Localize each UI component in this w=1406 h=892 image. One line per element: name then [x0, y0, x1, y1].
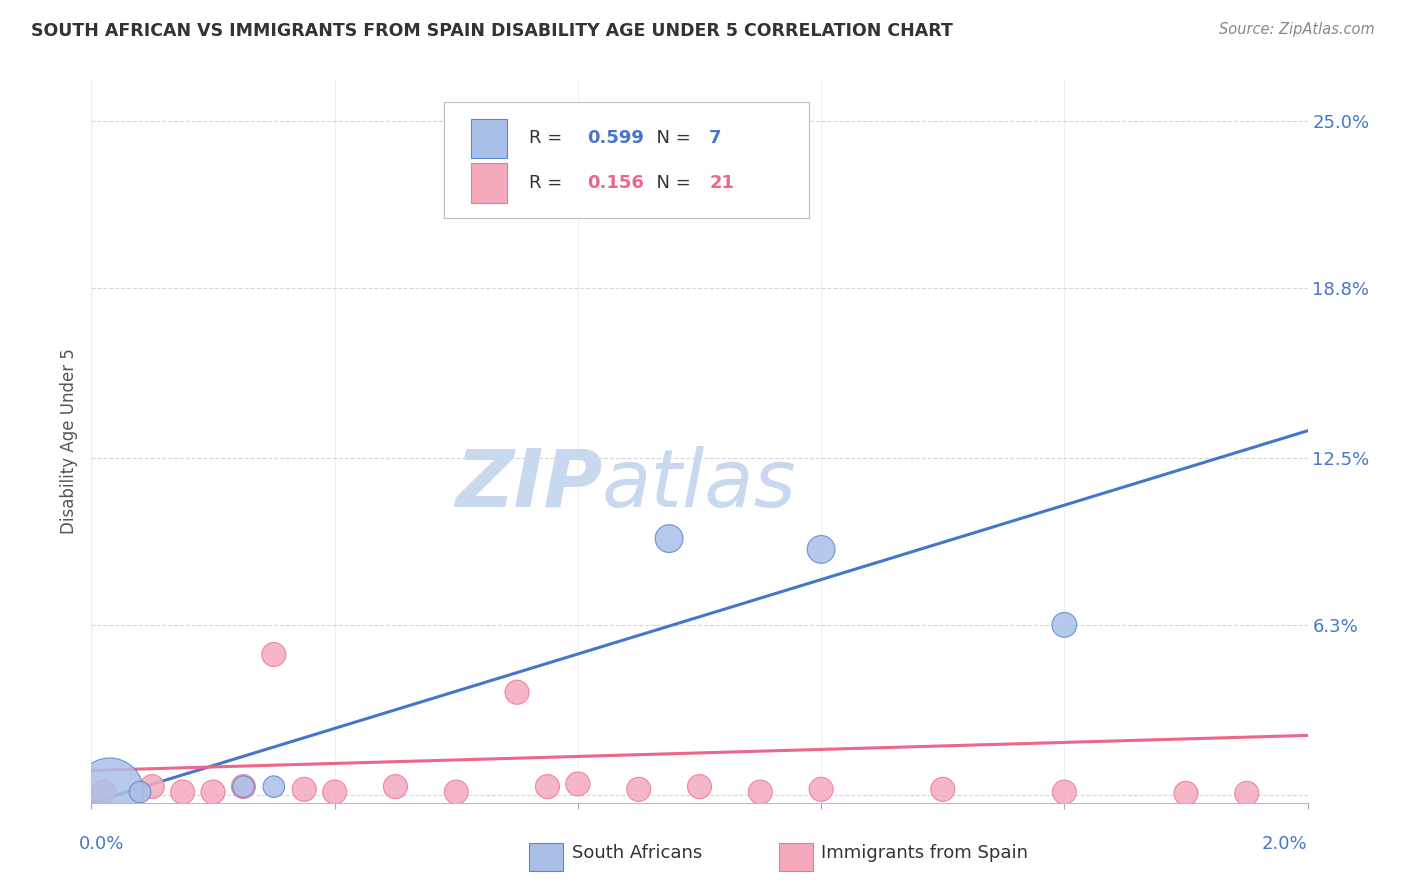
Point — [931, 782, 953, 797]
Point — [263, 648, 285, 662]
Text: N =: N = — [645, 174, 696, 193]
Point — [1174, 786, 1197, 800]
Bar — [471, 163, 508, 203]
Point — [749, 785, 772, 799]
FancyBboxPatch shape — [444, 102, 808, 218]
Point — [202, 785, 225, 799]
Point — [141, 780, 163, 794]
Point — [536, 780, 558, 794]
Text: 0.156: 0.156 — [588, 174, 644, 193]
Point — [688, 780, 710, 794]
Point — [1053, 785, 1076, 799]
Point — [129, 785, 152, 799]
Point — [1236, 786, 1258, 800]
Text: N =: N = — [645, 129, 696, 147]
Point — [98, 785, 121, 799]
Text: atlas: atlas — [602, 446, 797, 524]
Point — [506, 685, 529, 699]
Point — [323, 785, 346, 799]
Point — [810, 782, 832, 797]
Point — [1053, 618, 1076, 632]
Point — [232, 780, 254, 794]
Point — [444, 785, 467, 799]
Text: R =: R = — [529, 129, 568, 147]
Text: 7: 7 — [709, 129, 721, 147]
Text: SOUTH AFRICAN VS IMMIGRANTS FROM SPAIN DISABILITY AGE UNDER 5 CORRELATION CHART: SOUTH AFRICAN VS IMMIGRANTS FROM SPAIN D… — [31, 22, 953, 40]
Point — [627, 782, 650, 797]
Point — [232, 780, 254, 794]
Point — [263, 780, 285, 794]
Text: ZIP: ZIP — [454, 446, 602, 524]
Text: 2.0%: 2.0% — [1263, 835, 1308, 853]
Point — [93, 785, 115, 799]
Point — [810, 542, 832, 557]
Bar — [779, 843, 813, 871]
Point — [567, 777, 589, 791]
Point — [658, 532, 681, 546]
Text: Source: ZipAtlas.com: Source: ZipAtlas.com — [1219, 22, 1375, 37]
Text: Immigrants from Spain: Immigrants from Spain — [821, 845, 1028, 863]
Bar — [529, 843, 564, 871]
Text: 0.0%: 0.0% — [79, 835, 125, 853]
Point — [384, 780, 406, 794]
Text: R =: R = — [529, 174, 568, 193]
Text: 21: 21 — [709, 174, 734, 193]
Bar — [471, 119, 508, 158]
Y-axis label: Disability Age Under 5: Disability Age Under 5 — [59, 349, 77, 534]
Point — [172, 785, 194, 799]
Point — [292, 782, 315, 797]
Text: 0.599: 0.599 — [588, 129, 644, 147]
Text: South Africans: South Africans — [572, 845, 702, 863]
